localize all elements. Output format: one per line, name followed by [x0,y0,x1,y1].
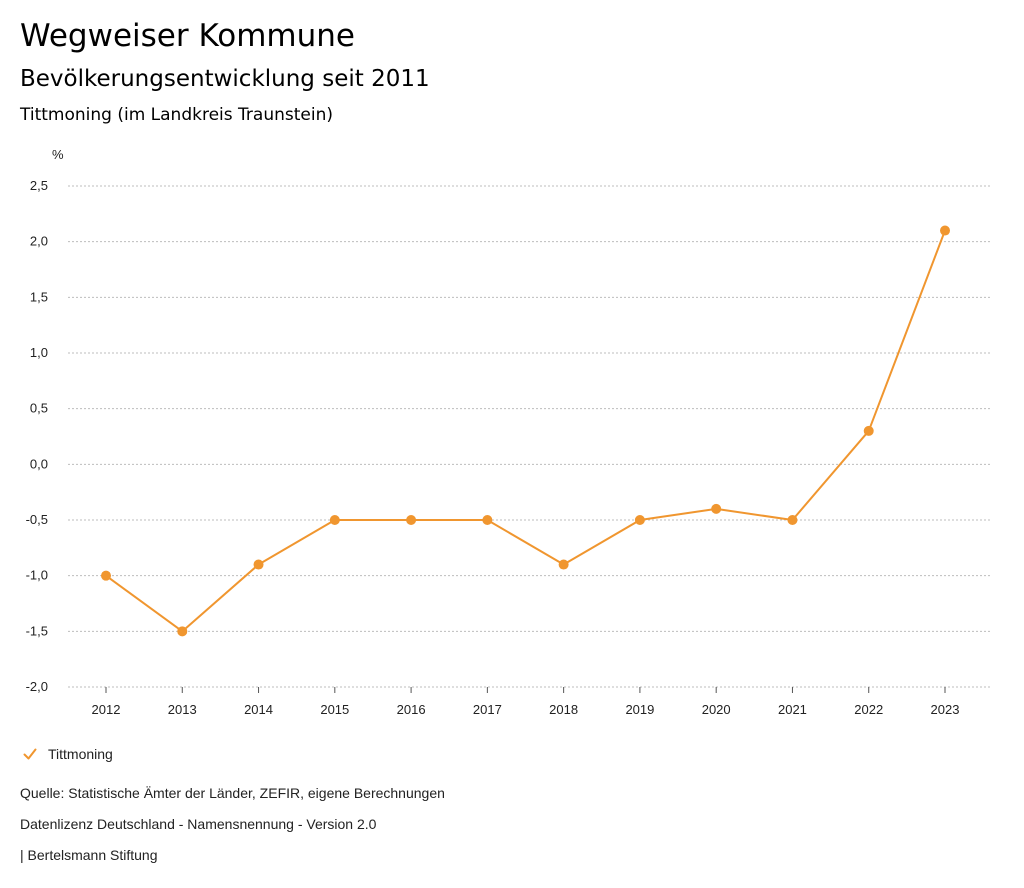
x-tick-label: 2018 [549,702,578,717]
data-point [406,515,417,525]
y-tick-label: 1,5 [30,289,48,304]
data-point [101,570,111,581]
y-tick-label: -2,0 [26,679,48,694]
x-tick-label: 2019 [625,702,654,717]
legend[interactable]: Tittmoning [22,746,113,762]
license-note: Datenlizenz Deutschland - Namensnennung … [20,816,377,832]
x-tick-label: 2021 [778,702,807,717]
series-line [105,230,946,633]
chart-title: Wegweiser Kommune [20,18,355,54]
y-tick-label: -0,5 [26,512,48,527]
y-axis-unit-label: % [52,147,64,162]
data-point [482,515,493,525]
data-point [329,515,340,525]
data-point [558,559,569,570]
y-tick-label: 0,5 [30,401,48,416]
y-tick-label: 2,5 [30,178,48,193]
data-point [177,626,188,637]
x-tick-label: 2020 [702,702,731,717]
x-tick-label: 2022 [854,702,883,717]
x-tick-label: 2013 [168,702,197,717]
grid-lines [68,185,990,688]
source-note: Quelle: Statistische Ämter der Länder, Z… [20,785,445,801]
axes: % 2,5 2,0 1,5 1,0 0,5 0,0 -0,5 -1,0 -1,5 -2,0 2012 2… [26,147,960,717]
x-tick-label: 2017 [473,702,502,717]
y-tick-label: 0,0 [30,456,48,471]
data-point [940,225,950,236]
line-chart: % 2,5 2,0 1,5 1,0 0,5 0,0 -0,5 -1,0 -1,5 -2,0 2012 2… [26,147,990,717]
data-point [253,559,264,570]
region-label: Tittmoning (im Landkreis Traunstein) [20,105,333,125]
y-tick-label: 1,0 [30,345,48,360]
legend-label: Tittmoning [48,746,113,762]
y-tick-label: -1,5 [26,623,48,638]
y-tick-label: 2,0 [30,234,48,249]
x-tick-label: 2012 [92,702,121,717]
x-tick-label: 2015 [320,702,349,717]
data-point [634,515,645,525]
y-tick-label: -1,0 [26,568,48,583]
data-point [863,425,874,436]
publisher-note: | Bertelsmann Stiftung [20,847,158,863]
data-point [711,503,722,514]
checkmark-icon [23,748,37,760]
x-tick-label: 2014 [244,702,273,717]
chart-subtitle: Bevölkerungsentwicklung seit 2011 [20,66,430,92]
x-tick-label: 2016 [397,702,426,717]
series-layer [101,225,950,637]
data-point [787,515,798,525]
x-tick-label: 2023 [931,702,960,717]
